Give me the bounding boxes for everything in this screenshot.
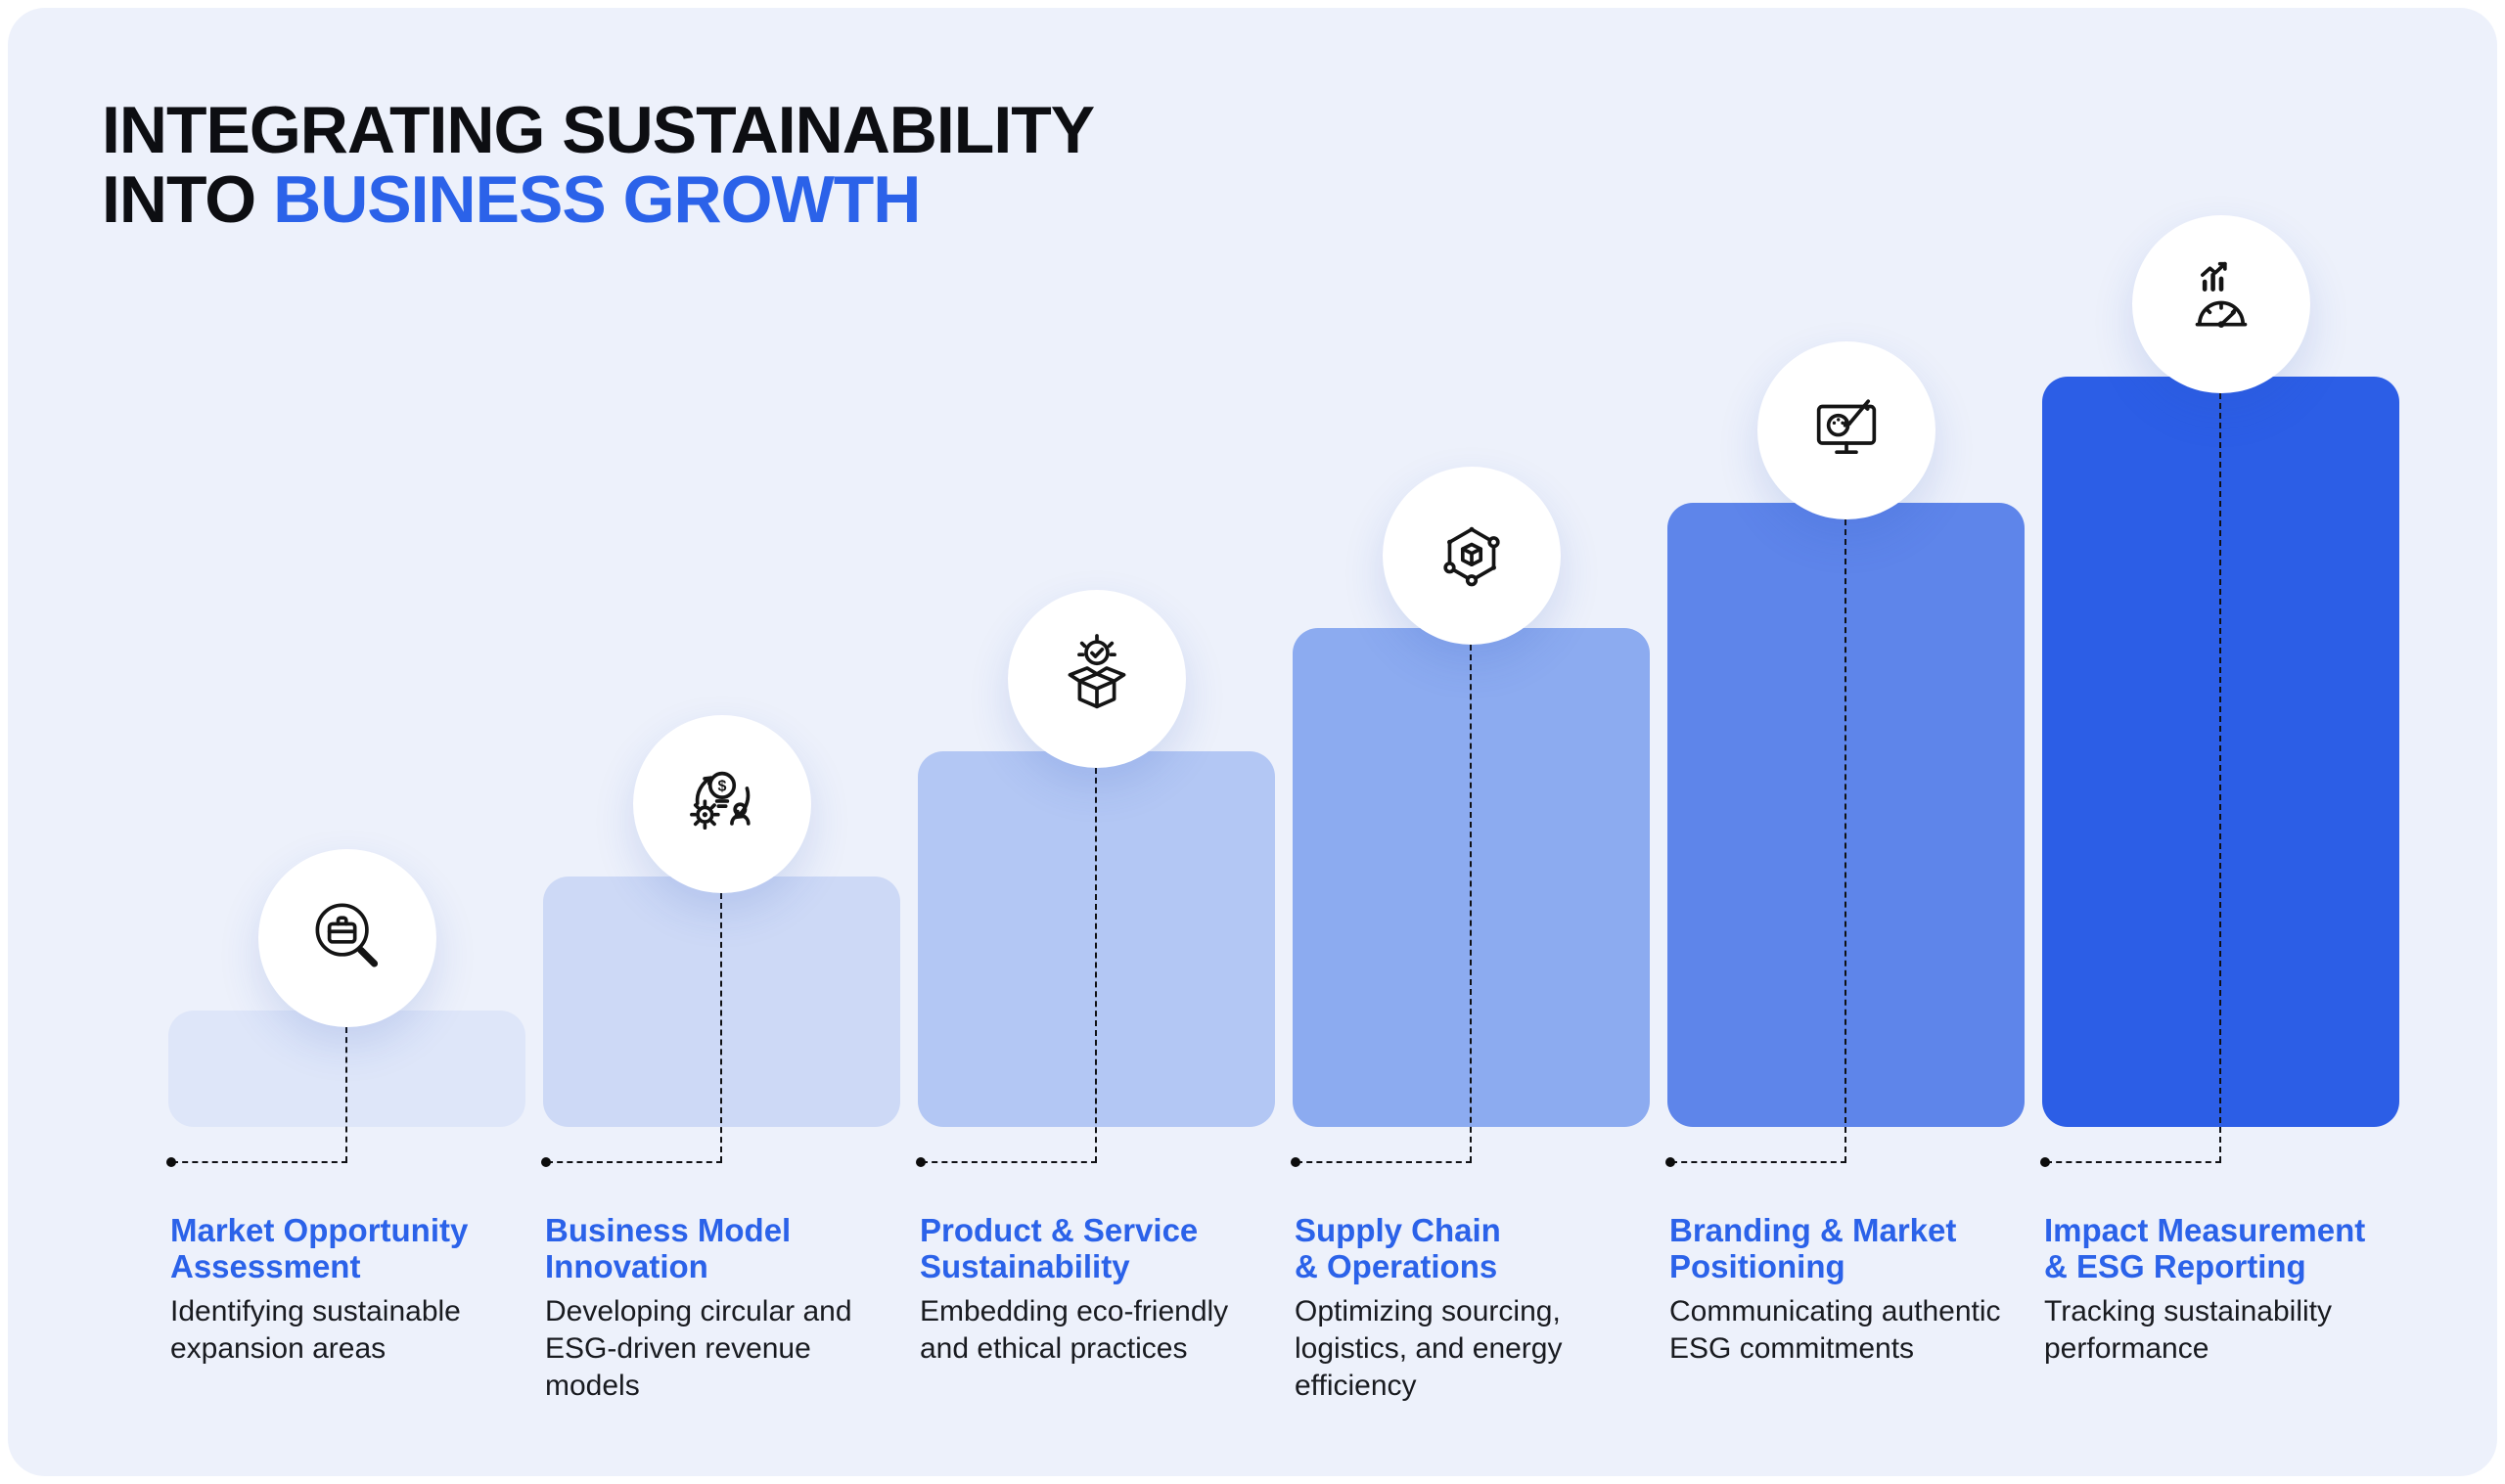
connector-line-vertical bbox=[1845, 519, 1847, 1162]
connector-dot bbox=[1665, 1157, 1675, 1167]
step-title: Impact Measurement & ESG Reporting bbox=[2044, 1212, 2366, 1284]
connector-line-vertical bbox=[1470, 645, 1473, 1162]
step-description: Tracking sustainability performance bbox=[2044, 1295, 2333, 1366]
step-text: Impact Measurement & ESG Reporting Track… bbox=[2044, 1212, 2393, 1368]
page-title-line1: INTEGRATING SUSTAINABILITY bbox=[102, 93, 1095, 167]
step-icon-circle bbox=[1382, 467, 1561, 645]
step-text: Branding & Market Positioning Communicat… bbox=[1669, 1212, 2019, 1368]
connector-line-vertical bbox=[2219, 393, 2222, 1162]
step-icon-circle bbox=[2131, 215, 2310, 393]
connector-dot bbox=[1291, 1157, 1300, 1167]
page-title: INTEGRATING SUSTAINABILITY INTO BUSINESS… bbox=[102, 93, 1095, 238]
briefcase-search-icon bbox=[315, 903, 378, 967]
header: INTEGRATING SUSTAINABILITY INTO BUSINESS… bbox=[102, 93, 1095, 238]
step-icon-circle bbox=[1007, 590, 1186, 768]
step-title: Branding & Market Positioning bbox=[1669, 1212, 1957, 1284]
step-description: Developing circular and ESG-driven reven… bbox=[545, 1295, 852, 1403]
step-column: $ Business Model Innovation bbox=[541, 8, 900, 1476]
step-description: Communicating authentic ESG commitments bbox=[1669, 1295, 2001, 1366]
infographic-card: INTEGRATING SUSTAINABILITY INTO BUSINESS… bbox=[8, 8, 2497, 1476]
step-column: Impact Measurement & ESG Reporting Track… bbox=[2040, 8, 2399, 1476]
step-column: Supply Chain & Operations Optimizing sou… bbox=[1291, 8, 1650, 1476]
step-title: Supply Chain & Operations bbox=[1295, 1212, 1501, 1284]
page-title-line2-prefix: INTO bbox=[102, 162, 274, 238]
step-text: Business Model Innovation Developing cir… bbox=[545, 1212, 894, 1406]
step-description: Embedding eco-friendly and ethical pract… bbox=[920, 1295, 1229, 1366]
connector-line-horizontal bbox=[922, 1161, 1097, 1163]
step-icon-circle bbox=[257, 849, 436, 1027]
step-column: Branding & Market Positioning Communicat… bbox=[1665, 8, 2025, 1476]
connector-line-horizontal bbox=[172, 1161, 347, 1163]
connector-dot bbox=[541, 1157, 551, 1167]
connector-line-horizontal bbox=[547, 1161, 722, 1163]
branding-monitor-icon bbox=[1816, 399, 1876, 455]
step-text: Market Opportunity Assessment Identifyin… bbox=[170, 1212, 520, 1368]
step-column: Product & Service Sustainability Embeddi… bbox=[916, 8, 1275, 1476]
step-icon-circle: $ bbox=[632, 715, 811, 893]
open-box-check-icon bbox=[1068, 634, 1125, 709]
title-accent: BUSINESS GROWTH bbox=[273, 162, 921, 238]
connector-dot bbox=[166, 1157, 176, 1167]
impact-gauge-icon bbox=[2195, 261, 2247, 329]
step-description: Identifying sustainable expansion areas bbox=[170, 1295, 461, 1366]
connector-line-vertical bbox=[345, 1027, 348, 1162]
step-title: Market Opportunity Assessment bbox=[170, 1212, 469, 1284]
innovation-cycle-icon: $ bbox=[689, 771, 751, 831]
step-text: Supply Chain & Operations Optimizing sou… bbox=[1295, 1212, 1644, 1406]
connector-line-horizontal bbox=[2046, 1161, 2221, 1163]
connector-line-vertical bbox=[720, 893, 723, 1162]
connector-dot bbox=[916, 1157, 926, 1167]
step-description: Optimizing sourcing, logistics, and ener… bbox=[1295, 1295, 1563, 1403]
step-title: Product & Service Sustainability bbox=[920, 1212, 1199, 1284]
connector-line-vertical bbox=[1095, 768, 1098, 1162]
step-column: Market Opportunity Assessment Identifyin… bbox=[166, 8, 525, 1476]
step-text: Product & Service Sustainability Embeddi… bbox=[920, 1212, 1269, 1368]
step-icon-circle bbox=[1756, 341, 1936, 519]
step-title: Business Model Innovation bbox=[545, 1212, 792, 1284]
supply-network-icon bbox=[1442, 526, 1500, 587]
svg-text:$: $ bbox=[717, 778, 726, 795]
connector-line-horizontal bbox=[1671, 1161, 1846, 1163]
connector-dot bbox=[2040, 1157, 2050, 1167]
connector-line-horizontal bbox=[1297, 1161, 1472, 1163]
